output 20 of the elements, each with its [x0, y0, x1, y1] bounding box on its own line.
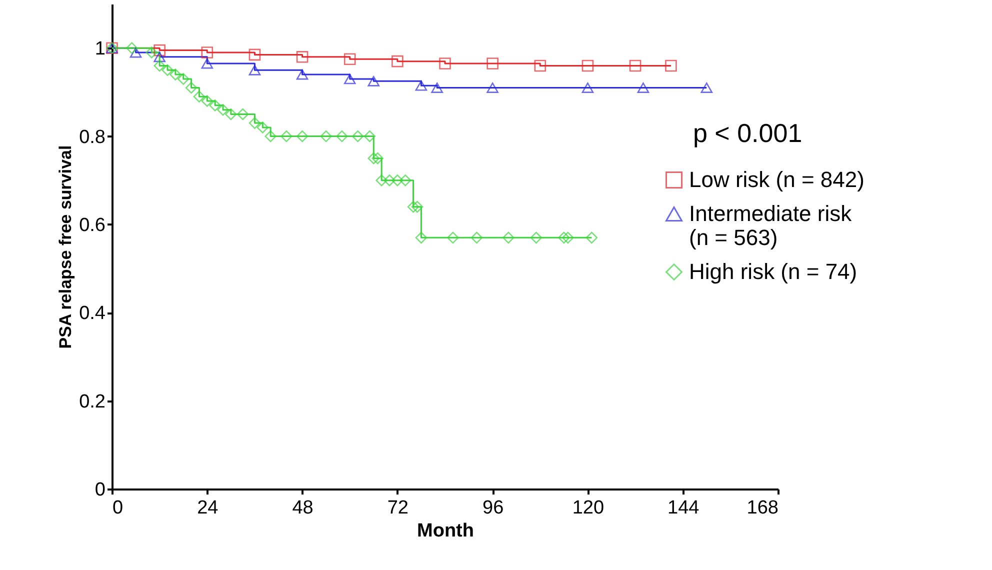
x-tick-label: 120	[572, 498, 604, 518]
x-tick-label: 96	[482, 498, 504, 518]
y-axis-title: PSA relapse free survival	[56, 145, 76, 349]
y-tick-label: 0	[94, 480, 106, 500]
y-tick-label: 0.6	[79, 214, 106, 236]
y-tick-label: 0.8	[79, 126, 106, 148]
x-tick-label: 168	[746, 498, 778, 518]
legend-label: High risk (n = 74)	[689, 259, 858, 284]
y-tick-label: 0.4	[79, 303, 106, 324]
x-tick-label: 144	[668, 498, 700, 518]
y-tick-label: 1	[94, 38, 106, 60]
legend-label: Intermediate risk (n = 563)	[689, 201, 853, 250]
legend-label: Low risk (n = 842)	[689, 167, 864, 192]
annotation: p < 0.001	[693, 118, 802, 148]
x-tick-label: 24	[197, 498, 219, 518]
x-tick-label: 48	[292, 498, 314, 518]
x-tick-label: 0	[112, 498, 124, 518]
x-axis-title: Month	[417, 520, 474, 542]
y-tick-label: 0.2	[79, 391, 106, 412]
x-tick-label: 72	[387, 498, 408, 518]
